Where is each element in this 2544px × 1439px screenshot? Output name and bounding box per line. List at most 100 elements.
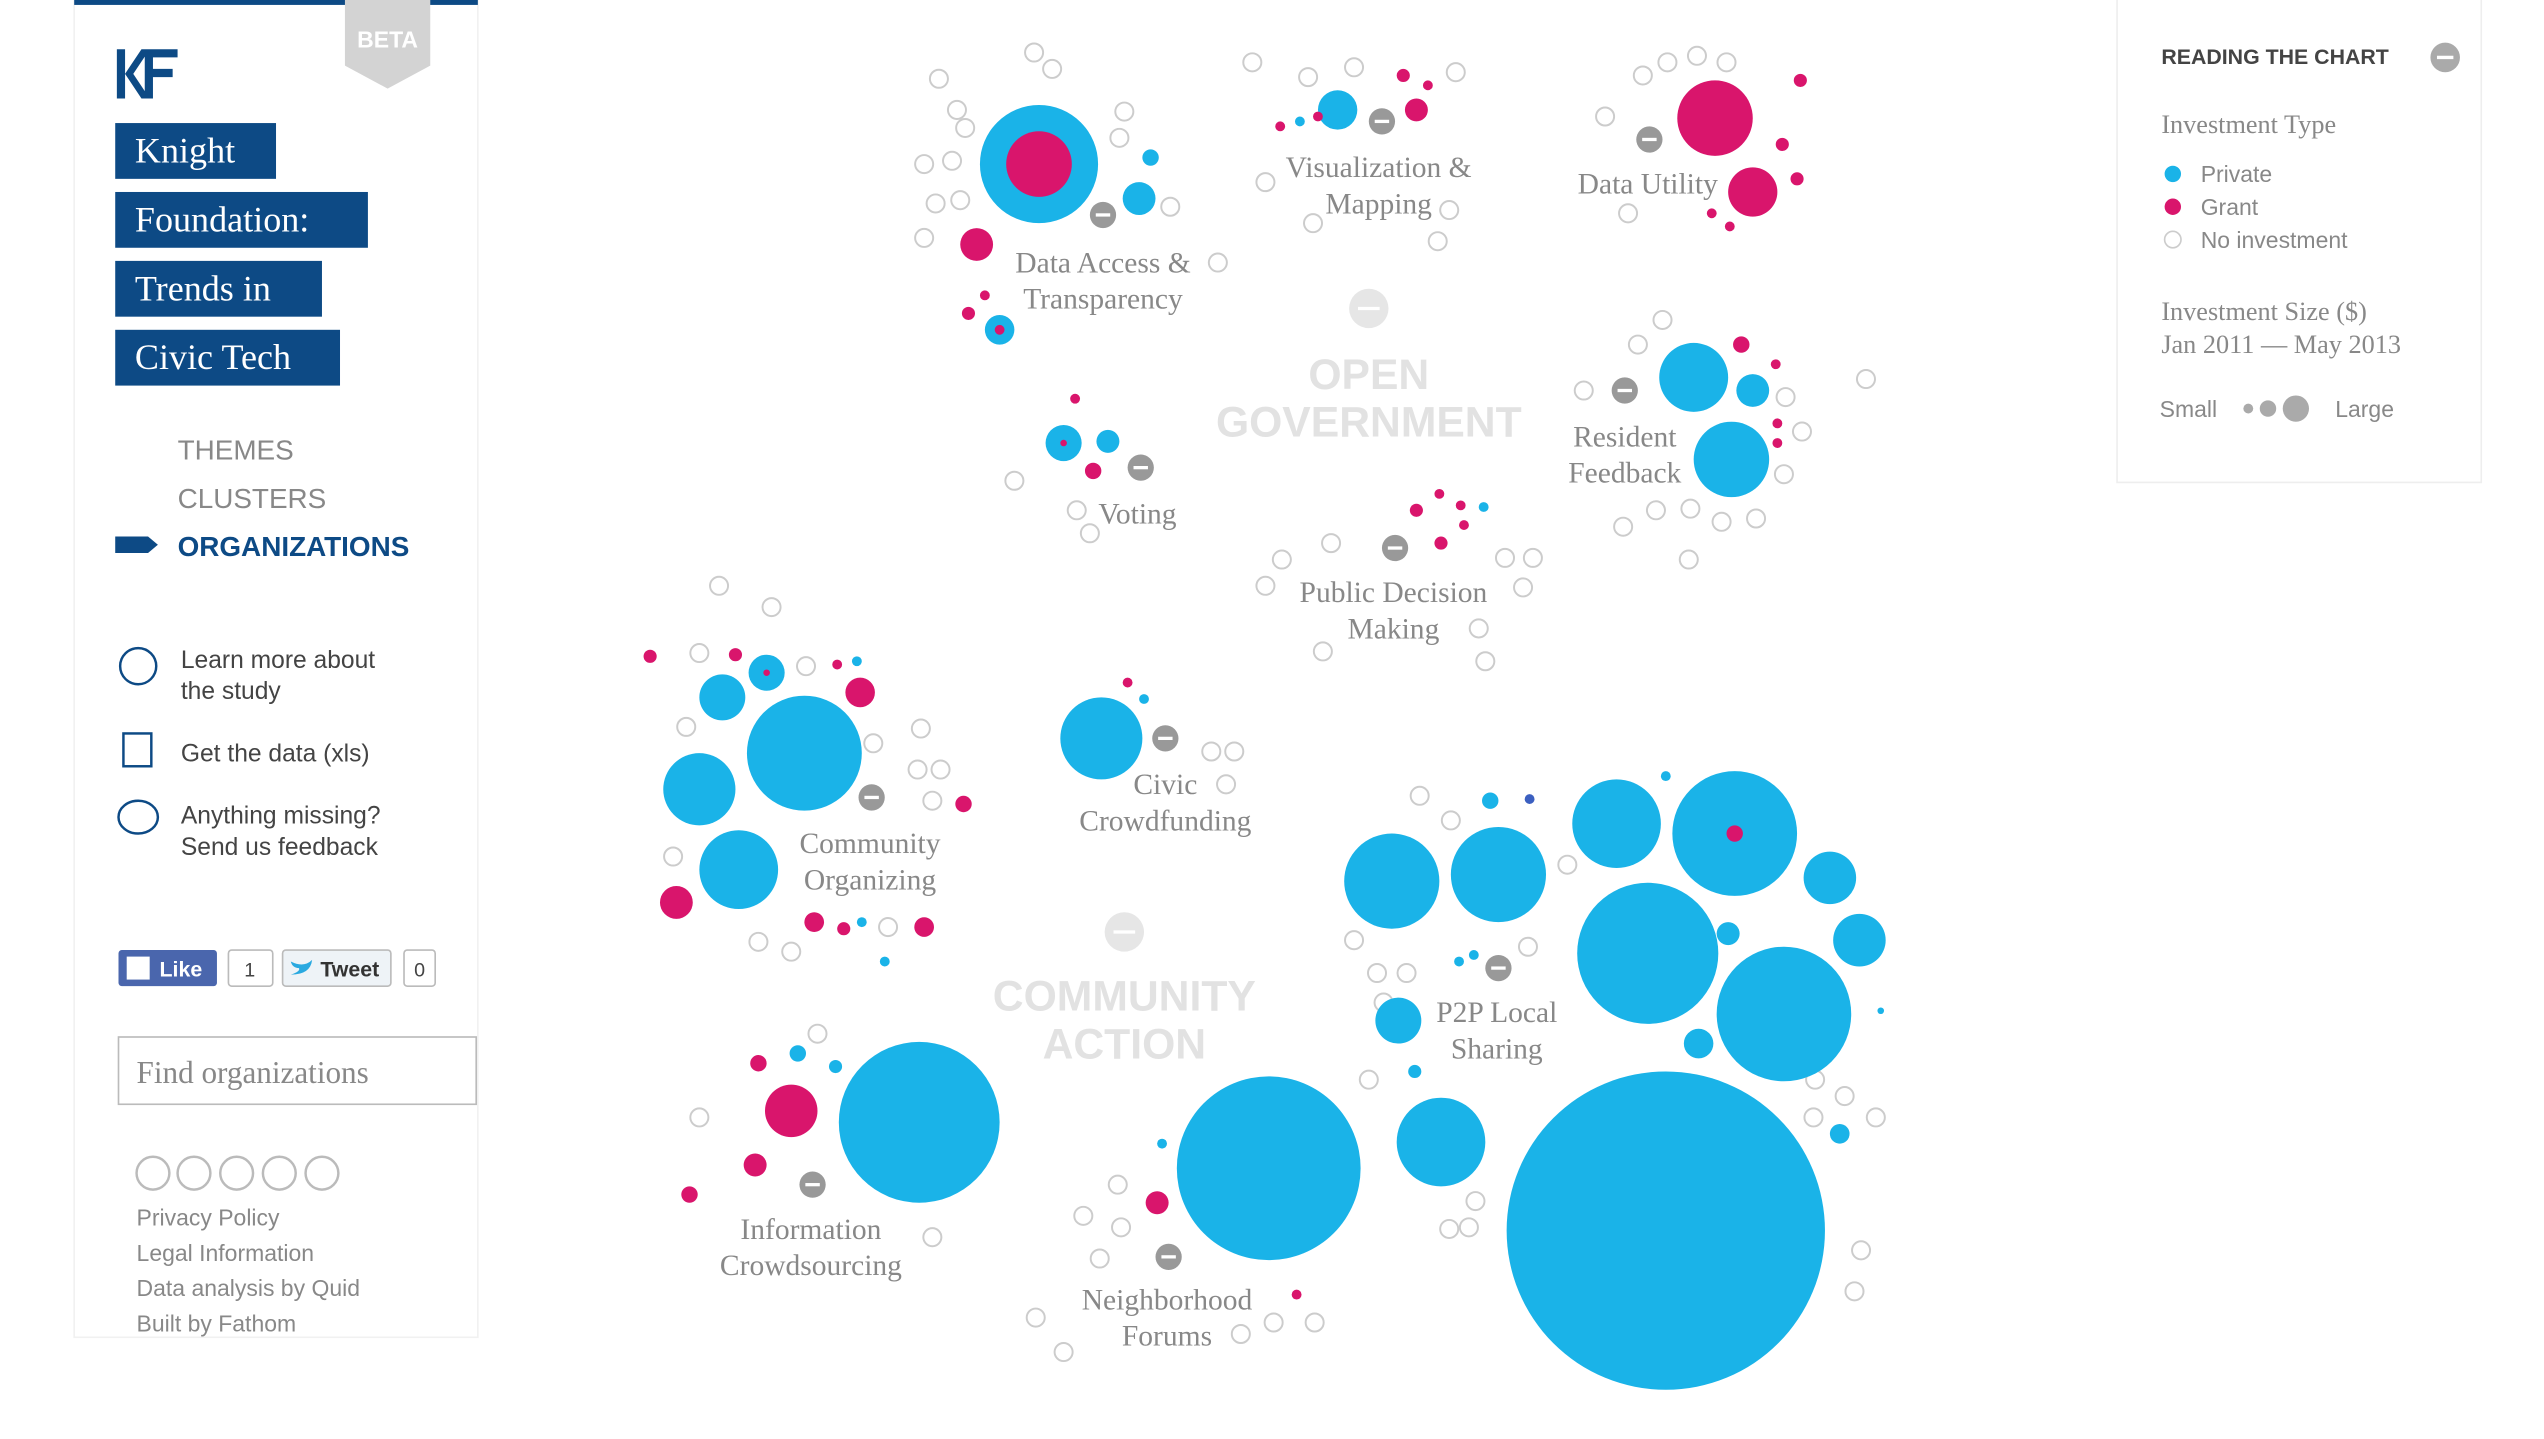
org-bubble[interactable] (910, 718, 931, 739)
org-bubble[interactable] (1042, 58, 1063, 79)
org-bubble[interactable] (1107, 1174, 1128, 1195)
org-bubble[interactable] (681, 1186, 698, 1203)
org-bubble[interactable] (1770, 359, 1781, 370)
footer-link[interactable]: Data analysis by Quid (137, 1275, 360, 1301)
org-bubble[interactable] (676, 716, 697, 737)
org-bubble[interactable] (1577, 882, 1719, 1024)
org-bubble[interactable] (1025, 1307, 1046, 1328)
org-bubble[interactable] (1595, 106, 1616, 127)
org-bubble[interactable] (1627, 334, 1648, 355)
cluster-label[interactable]: Transparency (1021, 281, 1186, 318)
org-bubble[interactable] (1772, 438, 1783, 448)
org-bubble[interactable] (856, 917, 867, 928)
cluster-label[interactable]: Crowdfunding (1077, 803, 1254, 840)
org-bubble[interactable] (1790, 172, 1804, 186)
cluster-label[interactable]: Organizing (801, 862, 938, 899)
org-bubble[interactable] (1517, 936, 1538, 957)
org-bubble[interactable] (1344, 57, 1365, 78)
org-bubble[interactable] (837, 922, 851, 936)
org-bubble[interactable] (863, 733, 884, 754)
cluster-label[interactable]: Feedback (1566, 455, 1684, 492)
org-bubble[interactable] (1459, 520, 1469, 530)
org-bubble[interactable] (1263, 1312, 1284, 1333)
org-bubble[interactable] (1468, 618, 1489, 639)
org-bubble[interactable] (1060, 439, 1067, 447)
sidebar-link[interactable]: Get the data (xls) (181, 740, 370, 767)
org-bubble[interactable] (1114, 101, 1135, 122)
org-bubble[interactable] (1726, 825, 1743, 842)
cluster-label[interactable]: Sharing (1448, 1031, 1545, 1068)
org-bubble[interactable] (1242, 52, 1263, 73)
org-bubble[interactable] (879, 956, 890, 967)
org-bubble[interactable] (1271, 549, 1292, 570)
org-bubble[interactable] (763, 669, 770, 677)
cluster-label[interactable]: Community (797, 826, 943, 863)
org-bubble[interactable] (1111, 1217, 1132, 1238)
org-bubble[interactable] (1465, 1191, 1486, 1212)
org-bubble[interactable] (1070, 393, 1081, 404)
license-icons[interactable] (135, 1155, 340, 1191)
org-bubble[interactable] (1006, 131, 1072, 197)
org-bubble[interactable] (1255, 575, 1276, 596)
org-bubble[interactable] (1396, 962, 1417, 984)
footer-link[interactable]: Legal Information (137, 1240, 314, 1266)
org-bubble[interactable] (1122, 182, 1156, 215)
org-bubble[interactable] (955, 117, 976, 138)
cluster-label[interactable]: Civic (1131, 767, 1200, 804)
org-bubble[interactable] (1312, 641, 1333, 662)
org-bubble[interactable] (1657, 52, 1678, 73)
org-bubble[interactable] (1109, 127, 1130, 148)
org-bubble[interactable] (1803, 1107, 1824, 1128)
org-bubble[interactable] (922, 1227, 943, 1248)
org-bubble[interactable] (1693, 421, 1770, 498)
org-bubble[interactable] (1683, 1028, 1714, 1059)
org-bubble[interactable] (979, 290, 990, 301)
org-bubble[interactable] (1833, 913, 1886, 967)
cluster-label[interactable]: Voting (1096, 496, 1179, 533)
org-bubble[interactable] (1073, 1205, 1094, 1226)
org-bubble[interactable] (1079, 523, 1100, 544)
org-bubble[interactable] (1358, 1069, 1379, 1090)
footer-link[interactable]: Privacy Policy (137, 1205, 280, 1231)
org-bubble[interactable] (1313, 111, 1323, 122)
cluster-label[interactable]: Neighborhood (1079, 1282, 1255, 1319)
org-bubble[interactable] (764, 1084, 818, 1138)
org-bubble[interactable] (1618, 203, 1639, 224)
org-bubble[interactable] (1851, 1240, 1872, 1261)
org-bubble[interactable] (1216, 774, 1237, 795)
org-bubble[interactable] (1478, 502, 1489, 512)
org-bubble[interactable] (1513, 577, 1534, 598)
org-bubble[interactable] (1736, 374, 1770, 407)
org-bubble[interactable] (1475, 651, 1496, 672)
org-bubble[interactable] (1686, 45, 1707, 66)
org-bubble[interactable] (1677, 80, 1753, 156)
org-bubble[interactable] (1427, 231, 1448, 252)
org-bubble[interactable] (878, 917, 899, 938)
org-bubble[interactable] (1557, 854, 1578, 875)
org-bubble[interactable] (1855, 369, 1876, 390)
org-bubble[interactable] (1877, 1007, 1885, 1015)
org-bubble[interactable] (1632, 65, 1653, 86)
cluster-label[interactable]: Information (738, 1211, 884, 1248)
sidebar-link[interactable]: Learn more about (181, 647, 375, 674)
sidebar-link[interactable]: Anything missing? (181, 803, 381, 830)
org-bubble[interactable] (1645, 500, 1666, 521)
nav-item[interactable]: CLUSTERS (178, 483, 327, 514)
org-bubble[interactable] (1434, 536, 1448, 550)
org-bubble[interactable] (1439, 200, 1460, 221)
org-bubble[interactable] (689, 1107, 710, 1128)
org-bubble[interactable] (930, 759, 951, 780)
org-bubble[interactable] (746, 695, 862, 811)
tweet-button[interactable] (281, 949, 392, 987)
org-bubble[interactable] (659, 886, 693, 919)
footer-link[interactable]: Built by Fathom (137, 1311, 297, 1337)
org-bubble[interactable] (1157, 1138, 1167, 1149)
org-bubble[interactable] (699, 830, 779, 910)
org-bubble[interactable] (1775, 387, 1796, 408)
org-bubble[interactable] (1706, 208, 1717, 219)
org-bubble[interactable] (1396, 68, 1410, 83)
org-bubble[interactable] (1522, 547, 1543, 568)
org-bubble[interactable] (946, 99, 967, 120)
org-bubble[interactable] (1344, 930, 1365, 951)
org-bubble[interactable] (1458, 1217, 1479, 1238)
